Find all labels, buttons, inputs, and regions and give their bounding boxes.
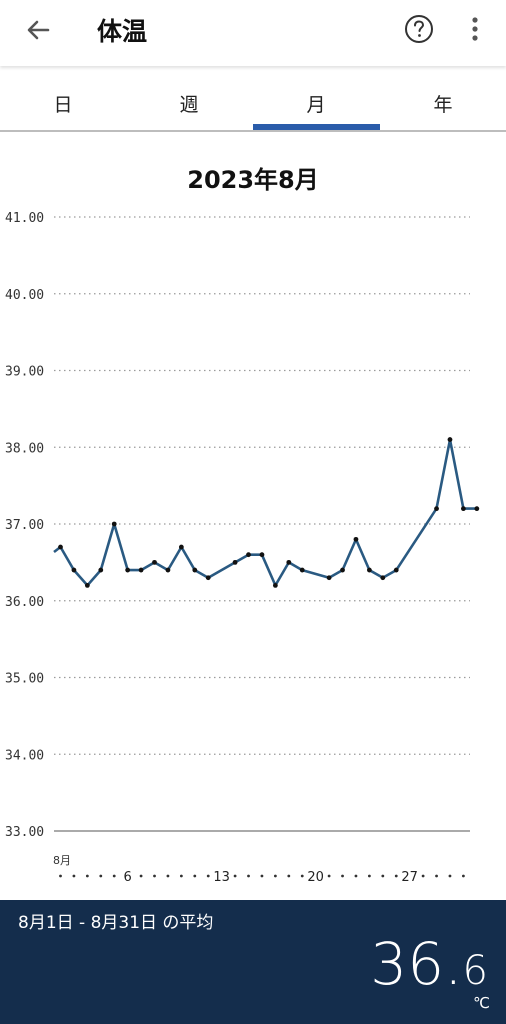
data-point bbox=[380, 575, 386, 581]
x-tick-label: 27 bbox=[401, 870, 418, 885]
x-day-dot bbox=[179, 874, 183, 878]
y-tick-label: 35.00 bbox=[5, 672, 44, 687]
data-point bbox=[71, 567, 77, 573]
tab-year[interactable]: 年 bbox=[433, 94, 453, 116]
active-tab-indicator bbox=[253, 124, 380, 130]
more-vert-icon bbox=[472, 17, 478, 41]
tab-week[interactable]: 週 bbox=[179, 94, 199, 116]
data-point bbox=[192, 567, 198, 573]
series-line bbox=[59, 438, 477, 587]
x-day-dot bbox=[166, 874, 170, 878]
help-button[interactable] bbox=[402, 12, 436, 46]
help-icon bbox=[405, 15, 433, 43]
x-day-dot bbox=[139, 874, 143, 878]
chart-title: 2023年8月 bbox=[187, 166, 319, 194]
y-tick-label: 41.00 bbox=[5, 211, 44, 226]
data-point bbox=[125, 567, 131, 573]
y-tick-label: 33.00 bbox=[5, 825, 44, 840]
arrow-left-icon bbox=[27, 20, 50, 40]
x-day-dot bbox=[354, 874, 358, 878]
x-day-dot bbox=[287, 874, 291, 878]
data-point bbox=[326, 575, 332, 581]
data-point bbox=[286, 559, 292, 565]
data-point bbox=[84, 583, 90, 588]
y-tick-label: 37.00 bbox=[5, 518, 44, 533]
y-tick-label: 39.00 bbox=[5, 365, 44, 380]
data-point bbox=[58, 544, 63, 550]
x-day-dot bbox=[273, 874, 277, 878]
data-point bbox=[246, 552, 251, 558]
x-tick-label: 6 bbox=[124, 870, 132, 885]
page-title: 体温 bbox=[97, 17, 148, 46]
x-day-dot bbox=[448, 874, 452, 878]
data-point bbox=[447, 437, 453, 442]
summary-panel: 8月1日 - 8月31日 の平均 36.6 ℃ bbox=[0, 900, 506, 1024]
data-point bbox=[165, 567, 171, 573]
x-day-dot bbox=[462, 874, 465, 878]
data-point bbox=[272, 583, 278, 588]
temperature-line-chart: 41.00 40.00 39.00 38.00 37.00 36.00 35.00 34.00… bbox=[5, 211, 480, 885]
x-day-dot bbox=[435, 874, 438, 878]
x-day-dot bbox=[394, 874, 398, 878]
x-day-dot bbox=[112, 874, 116, 878]
x-day-dot bbox=[85, 874, 89, 878]
average-value: 36.6 bbox=[370, 924, 488, 1011]
x-day-dot bbox=[59, 874, 62, 878]
x-day-dot bbox=[99, 874, 103, 878]
data-point bbox=[474, 506, 480, 512]
x-day-dot bbox=[341, 874, 344, 878]
data-point bbox=[138, 567, 144, 573]
x-day-dot bbox=[233, 874, 237, 878]
data-point bbox=[461, 506, 466, 512]
data-point bbox=[111, 521, 117, 527]
data-point bbox=[393, 567, 399, 573]
data-point bbox=[178, 544, 184, 550]
x-day-dot bbox=[367, 874, 371, 878]
y-tick-label: 36.00 bbox=[5, 595, 44, 610]
x-day-dot bbox=[247, 874, 250, 878]
x-day-dot bbox=[327, 874, 331, 878]
x-day-dot bbox=[206, 874, 210, 878]
x-tick-label: 13 bbox=[213, 870, 230, 885]
data-point bbox=[205, 575, 211, 581]
data-point bbox=[366, 567, 372, 573]
y-tick-label: 40.00 bbox=[5, 288, 44, 303]
x-day-dot bbox=[193, 874, 197, 878]
data-point bbox=[353, 536, 359, 542]
x-day-dot bbox=[260, 874, 264, 878]
x-day-dot bbox=[300, 874, 304, 878]
x-day-dot bbox=[381, 874, 385, 878]
tab-month[interactable]: 月 bbox=[306, 94, 326, 116]
x-day-dot bbox=[72, 874, 76, 878]
average-value-integer: 36. bbox=[370, 930, 463, 998]
data-point bbox=[152, 559, 157, 565]
y-tick-label: 34.00 bbox=[5, 748, 44, 763]
x-day-dot bbox=[153, 874, 156, 878]
back-button[interactable] bbox=[18, 13, 58, 53]
y-tick-label: 38.00 bbox=[5, 441, 44, 456]
data-point bbox=[299, 567, 305, 573]
tab-day[interactable]: 日 bbox=[53, 94, 73, 116]
period-tabs: 日 週 月 年 bbox=[0, 78, 506, 132]
x-tick-label: 20 bbox=[307, 870, 324, 885]
summary-period-label: 8月1日 - 8月31日 の平均 bbox=[18, 913, 214, 933]
data-point bbox=[340, 567, 345, 573]
data-point bbox=[232, 559, 238, 565]
data-point bbox=[98, 567, 104, 573]
x-day-dot bbox=[421, 874, 425, 878]
data-point bbox=[434, 506, 439, 512]
x-month-label: 8月 bbox=[53, 854, 71, 867]
data-point bbox=[259, 552, 265, 558]
tabs-divider bbox=[0, 130, 506, 132]
app-bar: 体温 bbox=[0, 0, 506, 66]
more-options-button[interactable] bbox=[462, 12, 488, 48]
temperature-unit: ℃ bbox=[473, 994, 490, 1012]
average-value-decimal: 6 bbox=[462, 948, 488, 994]
